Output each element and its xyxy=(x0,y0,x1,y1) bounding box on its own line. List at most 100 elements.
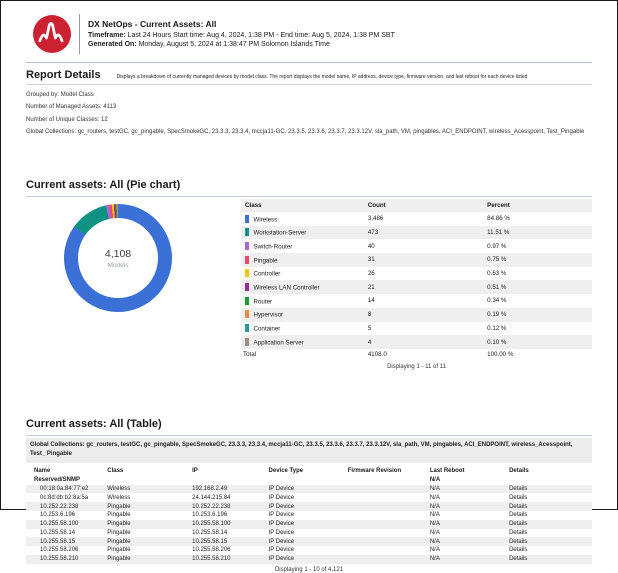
legend-row: Wireless 3,486 84.86 % xyxy=(241,212,592,226)
class-color-chip xyxy=(245,337,249,346)
class-percent: 0.19 % xyxy=(487,311,507,319)
device-ip: 192.168.2.49 xyxy=(192,486,228,493)
legend-row: Container 5 0.12 % xyxy=(241,322,592,336)
group-last-reboot: N/A xyxy=(429,477,441,484)
device-name: 10.252.22.238 xyxy=(40,503,79,510)
device-row: 00:18:0a:84:77:e2 Wireless 192.168.2.49 IP … xyxy=(26,484,592,494)
details-link[interactable]: Details xyxy=(509,547,528,554)
device-last-reboot: N/A xyxy=(429,512,440,519)
details-link[interactable]: Details xyxy=(509,538,528,545)
details-link[interactable]: Details xyxy=(509,521,528,528)
class-label: Wireless xyxy=(253,216,278,224)
device-last-reboot: N/A xyxy=(429,503,440,510)
device-last-reboot: N/A xyxy=(429,494,440,501)
device-type: IP Device xyxy=(268,503,295,510)
total-percent: 100.00 % xyxy=(483,348,592,362)
class-color-chip xyxy=(245,214,249,223)
device-type: IP Device xyxy=(268,494,295,501)
class-count: 26 xyxy=(367,270,375,278)
assets-table-section: Current assets: All (Table) Global Colle… xyxy=(26,410,592,573)
legend-row: Pingable 31 0.75 % xyxy=(241,253,592,267)
device-class: Pingable xyxy=(107,547,131,554)
legend-total-row: Total 4108.0 100.00 % xyxy=(241,348,592,362)
class-percent: 0.51 % xyxy=(487,283,507,291)
class-color-chip xyxy=(245,241,249,250)
legend-row: Workstation-Server 473 11.51 % xyxy=(241,225,592,240)
pulse-icon xyxy=(38,22,64,43)
device-type: IP Device xyxy=(268,512,295,519)
device-firmware xyxy=(346,511,428,520)
class-label: Application Server xyxy=(253,339,304,347)
legend-class-cell: Workstation-Server xyxy=(241,226,364,240)
class-color-chip xyxy=(245,228,249,237)
header-rule xyxy=(26,62,592,63)
pie-chart-area: 4,108 Models Class Count Percent W xyxy=(26,199,592,370)
class-label: Hypervisor xyxy=(253,311,284,319)
col-class: Class xyxy=(107,468,124,475)
device-class: Wireless xyxy=(107,486,131,493)
logo-circle xyxy=(33,15,71,53)
broadcom-logo xyxy=(33,15,71,53)
device-firmware xyxy=(346,485,428,494)
report-title: DX NetOps - Current Assets: All xyxy=(88,19,217,30)
table-section-title: Current assets: All (Table) xyxy=(26,418,162,431)
assets-table: Name Class IP Device Type Firmware Revis… xyxy=(26,467,592,564)
device-class: Wireless xyxy=(107,494,131,501)
device-ip: 24.144.215.84 xyxy=(192,494,231,501)
details-link[interactable]: Details xyxy=(509,556,528,563)
details-link[interactable]: Details xyxy=(509,503,528,510)
legend-class-cell: Container xyxy=(241,322,364,336)
legend-col-count: Count xyxy=(363,199,484,212)
class-count: 21 xyxy=(367,283,375,291)
col-details: Details xyxy=(509,468,529,475)
device-name: 10.255.58.14 xyxy=(40,529,76,536)
total-count: 4108.0 xyxy=(363,348,484,362)
report-header: DX NetOps - Current Assets: All Timefram… xyxy=(33,14,599,54)
report-details-description: Displays a breakdown of currently manage… xyxy=(116,74,528,80)
class-count: 8 xyxy=(367,311,372,319)
grouped-by: Grouped by: Model Class xyxy=(26,91,94,98)
report-details-section: Report Details Displays a breakdown of c… xyxy=(26,63,592,135)
class-percent: 0.63 % xyxy=(487,270,507,278)
class-label: Pingable xyxy=(253,257,278,265)
details-link[interactable]: Details xyxy=(509,529,528,536)
device-type: IP Device xyxy=(268,486,295,493)
device-row: 10.255.58.14 Pingable 10.255.58.14 IP Devic… xyxy=(26,529,592,538)
details-link[interactable]: Details xyxy=(509,494,528,501)
col-device-type: Device Type xyxy=(268,468,304,475)
device-name: 00:18:0a:84:77:e2 xyxy=(40,486,89,493)
device-ip: 10.253.6.196 xyxy=(192,512,228,519)
legend-class-cell: Application Server xyxy=(241,335,364,349)
pie-section-heading-row: Current assets: All (Pie chart) xyxy=(26,171,592,197)
pie-legend-wrap: Class Count Percent Wireless 3,486 84.86 %… xyxy=(241,199,592,370)
device-type: IP Device xyxy=(268,547,295,554)
device-class: Pingable xyxy=(107,556,131,563)
device-class: Pingable xyxy=(107,503,131,510)
details-link[interactable]: Details xyxy=(509,486,528,493)
header-text: DX NetOps - Current Assets: All Timefram… xyxy=(88,18,395,50)
report-details-title: Report Details xyxy=(26,69,101,81)
class-percent: 0.10 % xyxy=(487,338,507,346)
class-color-chip xyxy=(245,310,249,319)
class-count: 40 xyxy=(367,242,375,250)
device-last-reboot: N/A xyxy=(429,486,440,493)
device-type: IP Device xyxy=(268,521,295,528)
legend-class-cell: Router xyxy=(241,294,364,308)
device-ip: 10.255.58.210 xyxy=(192,556,231,563)
generated-value: Monday, August 5, 2024 at 1:38:47 PM Sol… xyxy=(136,40,330,48)
device-last-reboot: N/A xyxy=(429,529,440,536)
timeframe-value: Last 24 Hours Start time: Aug 4, 2024, 1… xyxy=(125,31,395,39)
device-last-reboot: N/A xyxy=(429,521,440,528)
device-row: 10.255.58.100 Pingable 10.255.58.100 IP Dev… xyxy=(26,519,592,529)
report-details-heading-row: Report Details Displays a breakdown of c… xyxy=(26,63,592,85)
timeframe-label: Timeframe: xyxy=(88,31,126,39)
class-label: Workstation-Server xyxy=(253,229,307,237)
device-type: IP Device xyxy=(268,529,295,536)
assets-paging: Displaying 1 - 10 of 4,121 xyxy=(274,566,344,573)
pie-section-title: Current assets: All (Pie chart) xyxy=(26,179,181,191)
device-name: 10.255.58.210 xyxy=(40,556,79,563)
details-link[interactable]: Details xyxy=(509,512,528,519)
device-type: IP Device xyxy=(268,556,295,563)
device-class: Pingable xyxy=(107,529,131,536)
legend-row: Router 14 0.34 % xyxy=(241,294,592,308)
